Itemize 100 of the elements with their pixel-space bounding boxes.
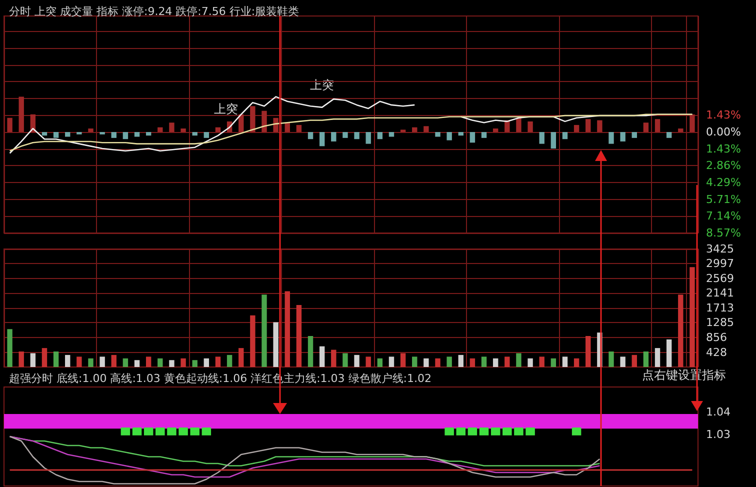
bar bbox=[250, 315, 256, 367]
y-tick-label: 7.14% bbox=[706, 210, 741, 223]
bar bbox=[122, 132, 128, 140]
bar bbox=[388, 356, 394, 367]
bar bbox=[308, 132, 314, 140]
y-tick-label: 1.43% bbox=[706, 108, 741, 122]
bar bbox=[342, 132, 348, 138]
y-tick-label: 856 bbox=[706, 331, 727, 344]
bar bbox=[273, 322, 278, 367]
bar bbox=[528, 121, 533, 132]
bar bbox=[504, 356, 510, 367]
y-tick-label: 4.29% bbox=[706, 176, 741, 190]
chart-title: 分时 上突 成交量 指标 涨停:9.24 跌停:7.56 行业:服装鞋类 bbox=[9, 5, 300, 18]
bar bbox=[654, 119, 660, 132]
bar bbox=[65, 354, 70, 367]
y-tick-label: 1.04 bbox=[706, 405, 730, 418]
bar bbox=[562, 356, 568, 367]
bar bbox=[620, 356, 626, 367]
y-tick-label: 2141 bbox=[706, 286, 734, 300]
bar bbox=[481, 356, 487, 367]
bar bbox=[169, 122, 174, 132]
y-tick-label: 1285 bbox=[706, 316, 734, 330]
bar bbox=[550, 132, 556, 149]
bar bbox=[30, 353, 36, 367]
bar bbox=[88, 128, 94, 132]
bar bbox=[446, 356, 452, 367]
bar bbox=[169, 360, 174, 367]
bar bbox=[192, 360, 198, 367]
bar bbox=[42, 348, 48, 367]
y-tick-label: 5.71% bbox=[706, 192, 741, 206]
bar bbox=[366, 132, 371, 144]
y-tick-label: 1.03 bbox=[706, 428, 730, 441]
bar bbox=[134, 132, 140, 137]
bar bbox=[238, 348, 244, 367]
bar bbox=[53, 351, 59, 367]
y-tick-label: 3425 bbox=[706, 242, 734, 256]
bar bbox=[412, 127, 418, 132]
bar bbox=[690, 114, 695, 132]
y-tick-label: 2997 bbox=[706, 257, 734, 270]
bar bbox=[539, 132, 544, 144]
bar bbox=[643, 122, 649, 132]
bar bbox=[632, 354, 637, 367]
bar bbox=[111, 354, 116, 367]
bar bbox=[146, 132, 152, 136]
bar bbox=[435, 132, 440, 137]
bar bbox=[424, 126, 429, 132]
bar bbox=[492, 128, 498, 132]
bar bbox=[262, 110, 267, 132]
bar bbox=[331, 350, 336, 367]
bar bbox=[470, 358, 476, 367]
bar bbox=[250, 106, 256, 132]
bar bbox=[88, 358, 94, 367]
bar bbox=[7, 118, 12, 132]
bar bbox=[562, 132, 568, 140]
bar bbox=[284, 291, 290, 367]
bar bbox=[539, 356, 544, 367]
bar bbox=[342, 353, 348, 367]
bar bbox=[134, 360, 140, 367]
bar bbox=[366, 356, 371, 367]
bar bbox=[377, 358, 383, 367]
y-tick-label: 0.00% bbox=[706, 126, 741, 139]
bar bbox=[654, 348, 660, 367]
bar bbox=[608, 132, 614, 144]
bar bbox=[586, 119, 591, 132]
bar bbox=[574, 124, 580, 132]
bar bbox=[146, 356, 152, 367]
bar bbox=[65, 132, 70, 137]
bar bbox=[516, 353, 522, 367]
bar bbox=[180, 128, 186, 132]
bar bbox=[388, 132, 394, 137]
bar bbox=[597, 120, 602, 132]
bar bbox=[296, 124, 302, 132]
bar bbox=[18, 96, 24, 132]
bar bbox=[76, 356, 82, 367]
bar bbox=[204, 132, 210, 138]
bar bbox=[215, 356, 221, 367]
bar bbox=[400, 353, 406, 367]
bar bbox=[574, 358, 580, 367]
bar bbox=[354, 132, 360, 140]
bar bbox=[470, 132, 476, 143]
bar bbox=[215, 127, 221, 132]
line-series bbox=[9, 114, 693, 152]
bar bbox=[226, 354, 232, 367]
bar bbox=[620, 132, 626, 142]
bar bbox=[122, 358, 128, 367]
bar bbox=[412, 356, 418, 367]
bar bbox=[192, 132, 198, 136]
bar bbox=[632, 132, 637, 138]
y-tick-label: 8.57% bbox=[706, 226, 741, 240]
bar bbox=[550, 358, 556, 367]
bar bbox=[331, 132, 336, 142]
bar bbox=[666, 339, 672, 367]
bar bbox=[435, 358, 440, 367]
bar bbox=[204, 358, 210, 367]
bar bbox=[42, 132, 48, 136]
bar bbox=[481, 132, 487, 138]
bar bbox=[377, 132, 383, 140]
bar bbox=[516, 118, 522, 132]
y-tick-label: 1713 bbox=[706, 301, 734, 314]
y-tick-label: 428 bbox=[706, 346, 727, 359]
